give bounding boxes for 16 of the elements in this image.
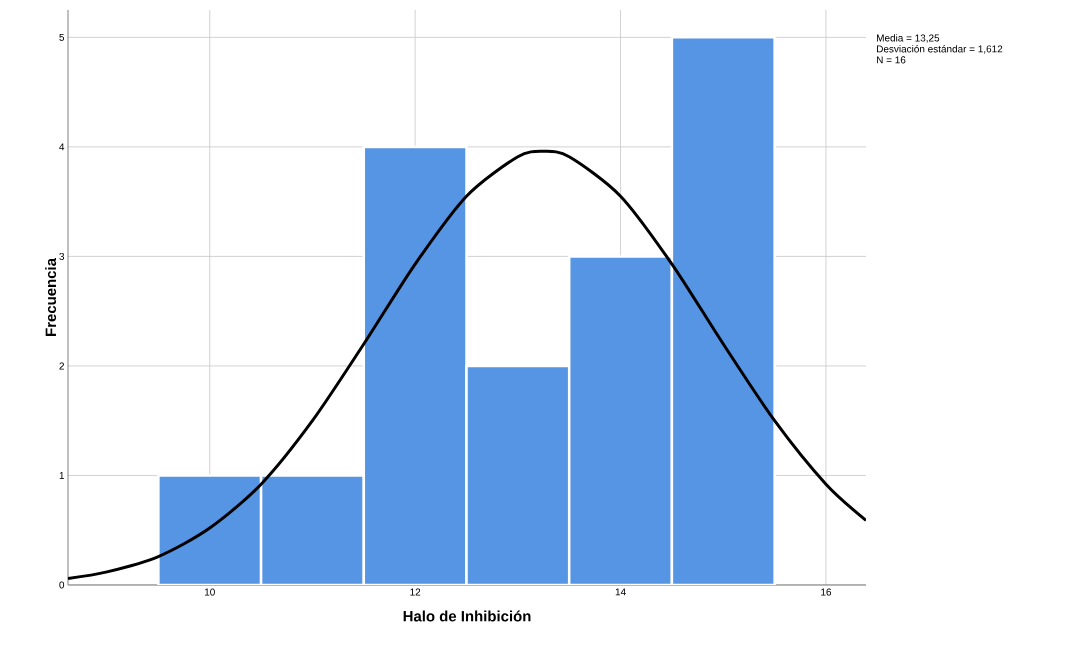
y-axis-title: Frecuencia	[45, 257, 57, 336]
y-tick-label: 4	[59, 143, 65, 151]
line-series	[68, 149, 867, 580]
text: Media = 13,25	[877, 34, 940, 43]
x-axis-title: Halo de Inhibición	[403, 610, 531, 622]
y-tick-label: 1	[59, 472, 65, 479]
text: Desviación estándar = 1,612	[877, 45, 1003, 54]
y-tick-label: 0	[59, 581, 65, 589]
y-tick-label: 3	[59, 252, 65, 260]
x-tick-label: 14	[615, 588, 626, 596]
x-tick-label: 12	[410, 588, 421, 596]
y-tick-label: 5	[59, 33, 65, 41]
text: N = 16	[877, 56, 906, 64]
y-tick-label: 2	[59, 362, 64, 370]
x-tick-label: 10	[204, 588, 215, 596]
x-tick-label: 16	[821, 588, 832, 596]
